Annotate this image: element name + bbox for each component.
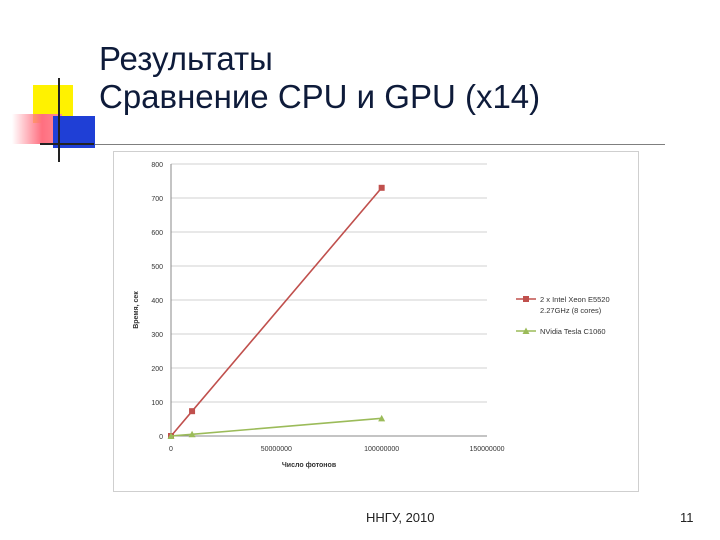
x-tick-label: 100000000 [364,446,399,453]
title-underline [95,144,665,145]
y-tick-label: 800 [151,162,163,169]
line-chart: 0 100 200 300 400 500 600 700 800 0 50000000 100000… [133,162,610,469]
series-1-point [378,184,385,191]
x-tick-label: 150000000 [469,446,504,453]
slide-title-line-2: Сравнение CPU и GPU (x14) [99,78,541,115]
y-tick-label: 500 [151,264,163,271]
y-tick-label: 100 [151,400,163,407]
x-tick-label: 50000000 [261,446,292,453]
legend-marker-1 [523,296,529,302]
y-axis-title: Время, сек [133,291,140,329]
decorative-blue-block [53,116,95,148]
x-tick-label: 0 [169,446,173,453]
y-tick-label: 300 [151,332,163,339]
y-tick-label: 600 [151,230,163,237]
series-1-point [189,408,196,415]
decorative-horizontal-line [40,143,94,145]
footer-organization: ННГУ, 2010 [366,510,435,525]
decorative-vertical-line [58,78,60,162]
chart-frame: 0 100 200 300 400 500 600 700 800 0 50000000 100000… [113,151,639,492]
slide-title: Результаты Сравнение CPU и GPU (x14) [99,40,540,116]
y-tick-label: 400 [151,298,163,305]
legend-label-1b: 2.27GHz (8 cores) [540,306,602,315]
legend-label-2: NVidia Tesla C1060 [540,327,606,336]
y-tick-label: 700 [151,196,163,203]
series-line-1 [170,187,383,437]
series-2-point [188,430,196,438]
series-line-2 [170,417,382,437]
legend-marker-2 [522,327,530,334]
page-number: 11 [680,510,694,525]
slide-title-line-1: Результаты [99,40,273,77]
y-tick-label: 0 [159,434,163,441]
legend-label-1a: 2 x Intel Xeon E5520 [540,295,610,304]
y-tick-label: 200 [151,366,163,373]
x-axis-title: Число фотонов [282,462,337,469]
series-2-point [167,432,175,439]
series-2-point [378,414,386,422]
